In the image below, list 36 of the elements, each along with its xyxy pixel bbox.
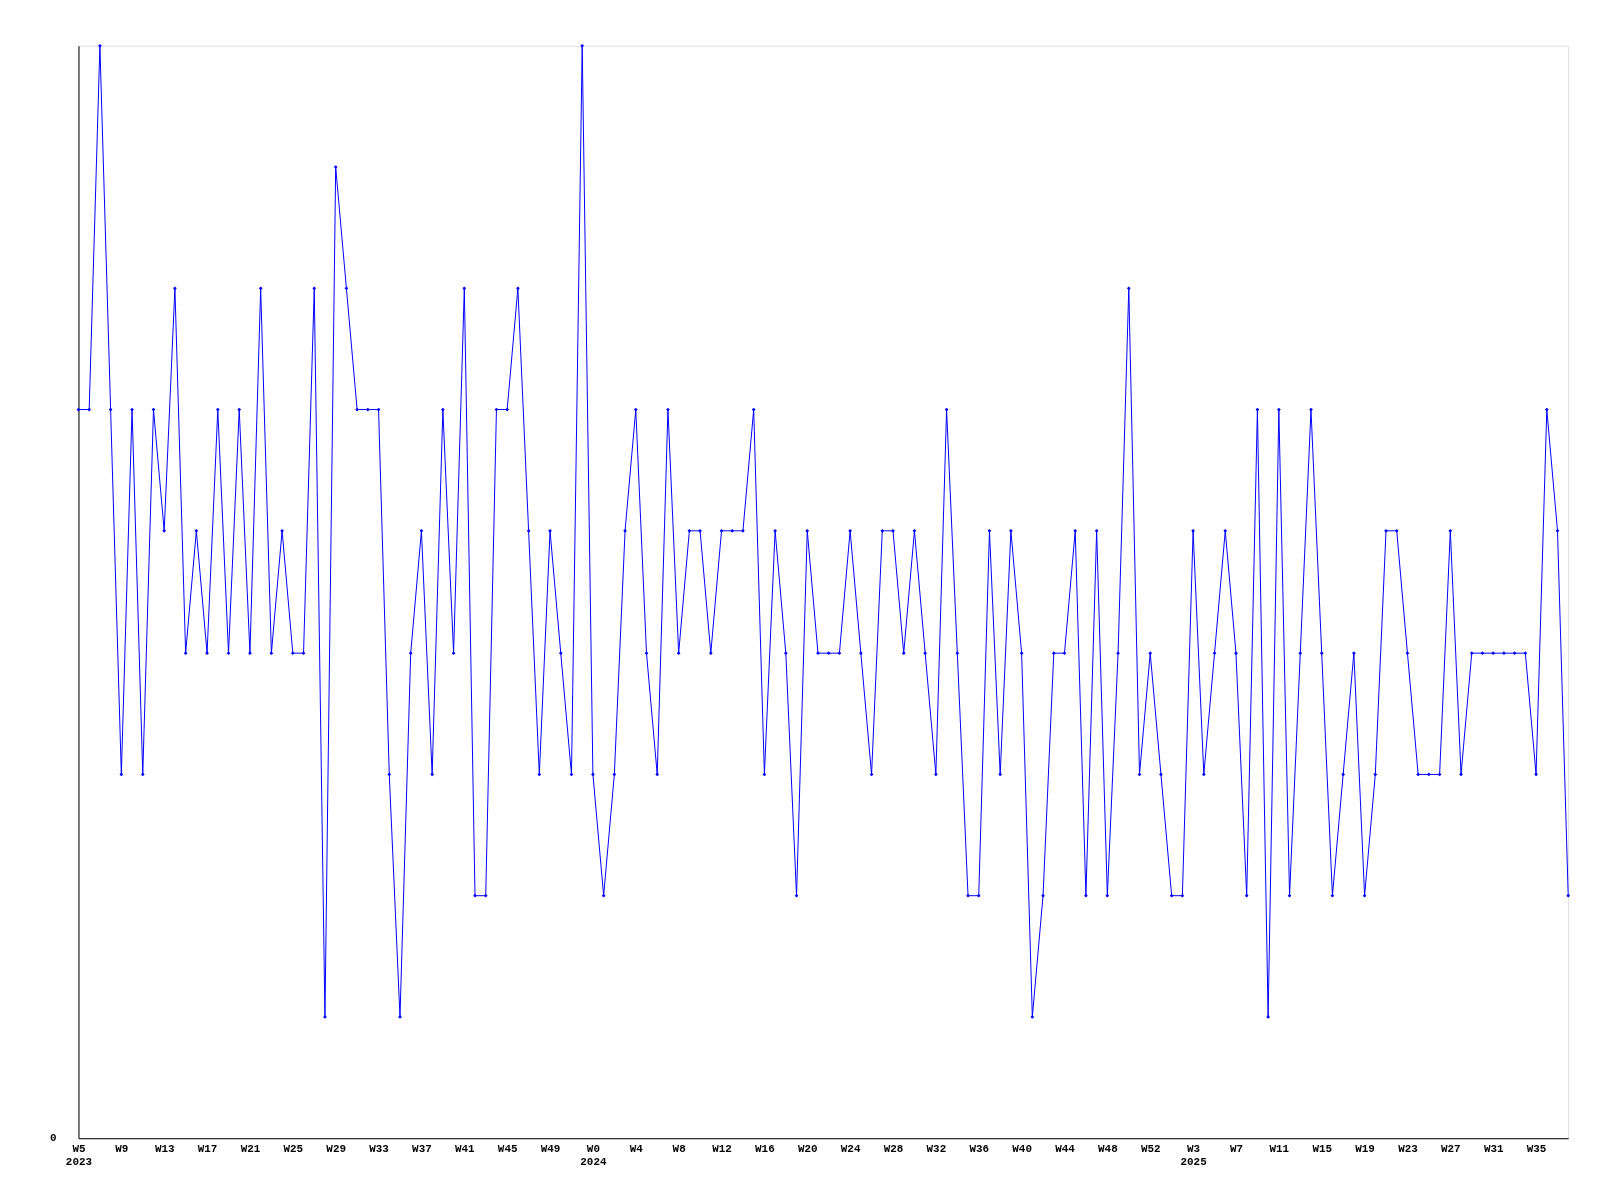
x-tick-label: W40	[1012, 1142, 1032, 1155]
x-tick-label: W11	[1269, 1142, 1290, 1155]
x-tick-label: W24	[840, 1142, 861, 1155]
x-tick-label: W5 2023	[65, 1142, 93, 1168]
x-tick-label: W52	[1140, 1142, 1161, 1155]
x-tick-label: W23	[1398, 1142, 1418, 1155]
x-tick-label: W33	[369, 1142, 389, 1155]
x-tick-label: W3 2025	[1180, 1142, 1207, 1168]
x-tick-label: W36	[969, 1142, 990, 1155]
x-tick-label: W28	[883, 1142, 904, 1155]
x-tick-label: W27	[1441, 1142, 1461, 1155]
x-tick-label: W13	[154, 1142, 175, 1155]
x-tick-label: W15	[1312, 1142, 1333, 1155]
x-tick-label: W16	[755, 1142, 775, 1155]
x-tick-label: W44	[1055, 1142, 1076, 1155]
x-tick-label: W4	[629, 1142, 644, 1155]
x-tick-label: W7	[1229, 1142, 1244, 1155]
x-tick-label: W20	[797, 1142, 818, 1155]
x-tick-label: W37	[412, 1142, 432, 1155]
x-tick-label: W45	[497, 1142, 518, 1155]
x-tick-label: W19	[1355, 1142, 1375, 1155]
x-tick-label: W12	[712, 1142, 732, 1155]
x-tick-label: W0 2024	[580, 1142, 607, 1168]
x-tick-label: W48	[1098, 1142, 1118, 1155]
x-tick-label: W9	[115, 1142, 129, 1155]
x-tick-label: W31	[1483, 1142, 1504, 1155]
x-tick-label: W35	[1526, 1142, 1547, 1155]
x-tick-label: W8	[672, 1142, 686, 1155]
text: 0	[50, 1132, 57, 1145]
x-tick-label: W29	[326, 1142, 346, 1155]
x-tick-label: W17	[197, 1142, 218, 1155]
x-tick-label: W21	[240, 1142, 261, 1155]
x-tick-label: W49	[540, 1142, 561, 1155]
x-tick-label: W41	[454, 1142, 476, 1155]
x-tick-label: W25	[283, 1142, 304, 1155]
x-tick-label: W32	[926, 1142, 947, 1155]
